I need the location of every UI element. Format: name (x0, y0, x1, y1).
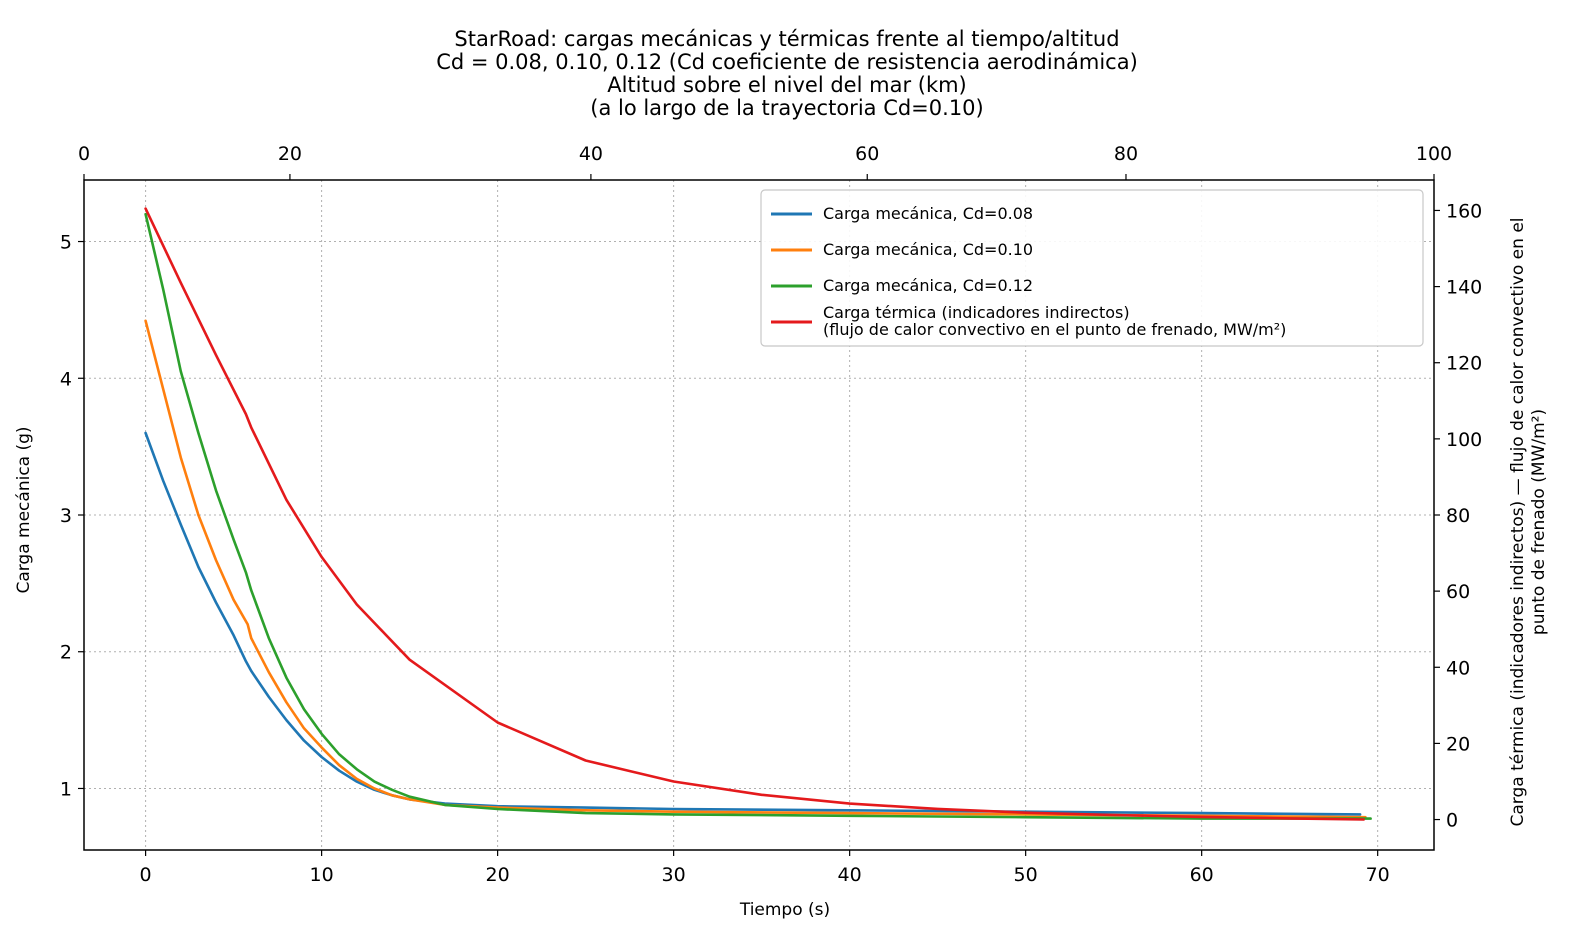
y2-tick-label-20: 20 (1446, 733, 1470, 755)
title-line-1: StarRoad: cargas mecánicas y térmicas fr… (454, 27, 1119, 51)
y-axis-label: Carga mecánica (g) (14, 426, 34, 593)
title-line-3: Altitud sobre el nivel del mar (km) (607, 73, 967, 97)
x-tick-label-60: 60 (1190, 864, 1214, 886)
y2-tick-label-40: 40 (1446, 657, 1470, 679)
x2-tick-label-80: 80 (1114, 143, 1138, 165)
title-line-4: (a lo largo de la trayectoria Cd=0.10) (590, 96, 983, 120)
ticks: 0 10 20 30 40 50 60 701234502040608010012014016… (60, 143, 1482, 886)
y-tick-label-2: 2 (60, 642, 72, 664)
legend-label-cd010: Carga mecánica, Cd=0.10 (823, 240, 1033, 259)
plot-frame (83, 179, 1435, 851)
x-tick-label-30: 30 (662, 864, 686, 886)
y2-tick-label-80: 80 (1446, 505, 1470, 527)
x-tick-label-40: 40 (838, 864, 862, 886)
x2-tick-label-20: 20 (278, 143, 302, 165)
y2-tick-label-120: 120 (1446, 353, 1482, 375)
chart-title: StarRoad: cargas mecánicas y térmicas fr… (436, 27, 1138, 120)
series-line-cd008 (144, 431, 1362, 816)
x-tick-label-70: 70 (1366, 864, 1390, 886)
y2-tick-label-100: 100 (1446, 429, 1482, 451)
legend-label-cd008: Carga mecánica, Cd=0.08 (823, 204, 1033, 223)
series-line-cd012 (144, 212, 1372, 820)
y-tick-label-3: 3 (60, 505, 72, 527)
legend-label-thermal-line-1: Carga térmica (indicadores indirectos) (823, 303, 1130, 322)
series-line-cd010 (144, 319, 1367, 819)
y2-tick-label-160: 160 (1446, 200, 1482, 222)
legend-label-thermal-line-2: (flujo de calor convectivo en el punto d… (823, 320, 1286, 339)
legend-label-cd012: Carga mecánica, Cd=0.12 (823, 276, 1033, 295)
title-line-2: Cd = 0.08, 0.10, 0.12 (Cd coeficiente de… (436, 50, 1138, 74)
x-axis-label: Tiempo (s) (739, 900, 830, 920)
y-tick-label-1: 1 (60, 778, 72, 800)
y-tick-label-4: 4 (60, 368, 72, 390)
y2-tick-label-0: 0 (1446, 810, 1458, 832)
y2-axis-label-line-1: Carga térmica (indicadores indirectos) —… (1508, 218, 1528, 827)
y2-tick-label-140: 140 (1446, 277, 1482, 299)
x2-tick-label-40: 40 (579, 143, 603, 165)
y-tick-label-5: 5 (60, 232, 72, 254)
y2-axis-label-line-2: punto de frenado (MW/m²) (1529, 409, 1549, 635)
x2-tick-label-60: 60 (855, 143, 879, 165)
legend-box (760, 189, 1424, 347)
x2-tick-label-0: 0 (78, 143, 90, 165)
x-tick-label-20: 20 (486, 864, 510, 886)
x-tick-label-50: 50 (1014, 864, 1038, 886)
x-tick-label-0: 0 (140, 864, 152, 886)
legend: Carga mecánica, Cd=0.08 Carga mecánica, … (760, 189, 1424, 347)
series-line-thermal (144, 207, 1365, 821)
y2-tick-label-60: 60 (1446, 581, 1470, 603)
x2-tick-label-100: 100 (1416, 143, 1452, 165)
x-tick-label-10: 10 (310, 864, 334, 886)
series-layer (144, 207, 1372, 821)
